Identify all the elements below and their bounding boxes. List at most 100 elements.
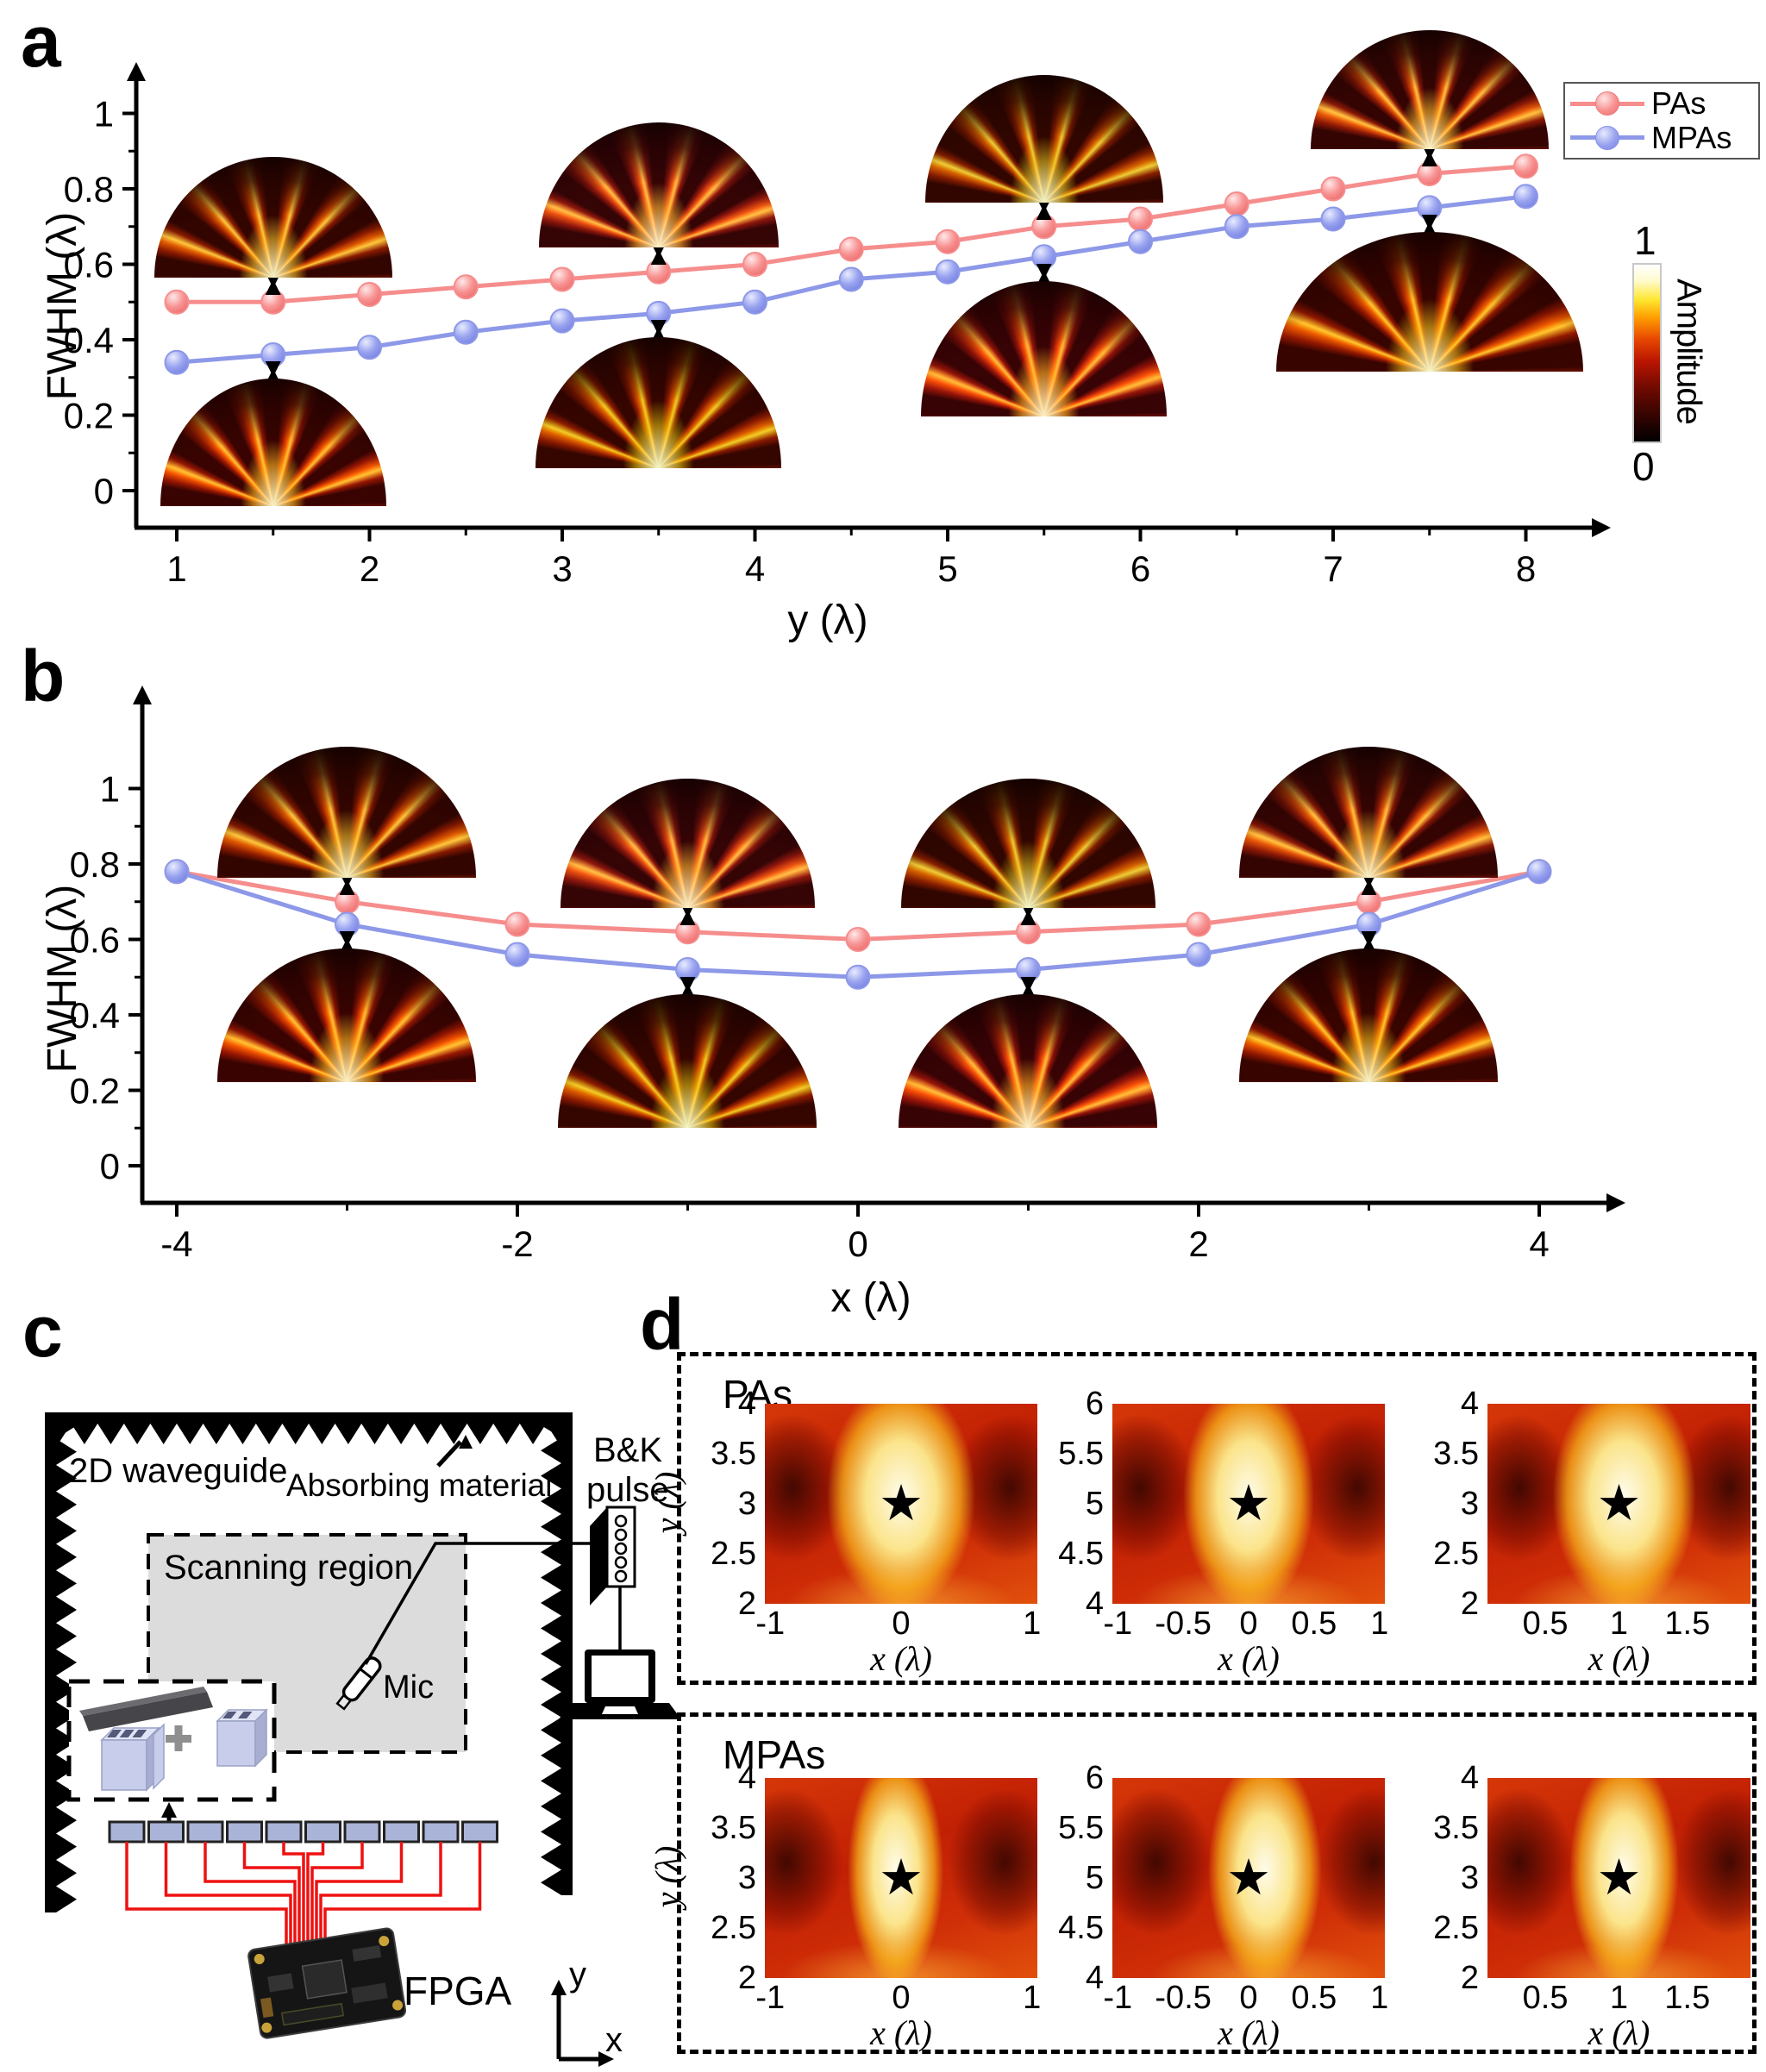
x-tick-label: -2 [501, 1224, 533, 1264]
block-slot [119, 1730, 135, 1737]
arrowhead-icon [650, 320, 667, 335]
x-tick-label: 2 [1188, 1224, 1208, 1264]
heatmap-pas-3: ★ [1487, 1404, 1750, 1604]
heatmap-y-tick: 6 [1085, 1760, 1104, 1796]
mpas-marker [845, 964, 871, 990]
mpas-marker-icon [1595, 125, 1619, 150]
mpas-marker [1320, 206, 1346, 232]
signal-wire [306, 1842, 325, 1947]
panel-c-label: c [22, 1291, 63, 1372]
pas-marker [357, 282, 382, 307]
axis-y-label: y [569, 1956, 586, 1994]
panel-b-chart: -4 -2 0 2 4 0 0.2 0.4 0.6 0.8 1 [70, 685, 1625, 1264]
panel-c-diagram [45, 1412, 681, 2067]
heatmap-y-tick: 2 [1460, 1586, 1479, 1622]
transducer [265, 1820, 303, 1844]
signal-wire [164, 1842, 292, 1947]
field-map-inset [217, 747, 476, 878]
pas-marker-icon [1595, 91, 1619, 116]
fpga-part [352, 1945, 382, 1962]
microphone-icon [335, 1656, 382, 1711]
heatmap-mpas-2: ★ [1112, 1778, 1385, 1978]
block-side [254, 1708, 267, 1768]
panel-a-xlabel: y (λ) [787, 598, 868, 643]
x-tick-label: 0 [848, 1224, 867, 1264]
mpas-marker [357, 335, 382, 360]
bk-device-port [614, 1569, 628, 1583]
fpga-display [280, 2002, 345, 2026]
heatmap-x-tick: 1 [1023, 1606, 1042, 1642]
plus-icon [166, 1725, 191, 1751]
heatmap-x-tick: 1.5 [1664, 1980, 1711, 2016]
y-tick-label: 0.2 [70, 1071, 120, 1111]
speaker-slab [153, 1723, 165, 1790]
bk-device-port [614, 1528, 628, 1542]
rect [174, 1725, 183, 1751]
heatmap-y-tick: 4 [1460, 1386, 1479, 1422]
fpga-part [351, 1982, 388, 2004]
arrowhead-icon [127, 62, 146, 81]
absorbing-border-left [45, 1412, 77, 1913]
scanning-region-label: Scanning region [164, 1549, 414, 1587]
heatmap-y-tick: 5.5 [1058, 1436, 1104, 1472]
x-tick-label: 4 [1529, 1224, 1549, 1264]
mpas-marker [1224, 214, 1249, 240]
heatmap-mpas-1: ★ [765, 1778, 1037, 1978]
heatmap-x-tick: 1 [1370, 1980, 1389, 2016]
signal-wire [282, 1842, 305, 1947]
pas-marker [453, 274, 479, 300]
transducer [461, 1820, 498, 1844]
x-tick-label: 1 [166, 548, 186, 589]
heatmap-xlabel: x (λ) [1588, 1639, 1650, 1678]
transducer [304, 1820, 341, 1844]
heatmap-x-tick: -0.5 [1155, 1606, 1212, 1642]
heatmap-y-tick: 4 [737, 1760, 756, 1796]
mpas-marker [935, 259, 961, 285]
pas-marker [935, 228, 961, 254]
signal-wire [319, 1842, 442, 1947]
mic-label: Mic [383, 1669, 435, 1706]
heatmap-x-tick: 0 [892, 1606, 911, 1642]
transducer [186, 1820, 224, 1844]
arrowhead-icon [1592, 518, 1611, 537]
panel-a-ylabel: FWHM (λ) [39, 211, 85, 401]
mpas-line-swatch [1570, 125, 1644, 150]
absorbing-border-right [541, 1412, 573, 1895]
focus-star-marker: ★ [879, 1850, 924, 1906]
pas-marker [1128, 206, 1153, 232]
arrowhead-icon [679, 977, 696, 992]
heatmap-x-tick: 0 [1239, 1606, 1258, 1642]
arrowhead-icon [265, 361, 281, 377]
heatmap-y-tick: 5 [1085, 1486, 1104, 1522]
x-tick-label: 4 [745, 548, 765, 589]
y-tick-label: 0.4 [64, 320, 114, 360]
heatmap-y-tick: 6 [1085, 1386, 1104, 1422]
bk-device-port [614, 1542, 628, 1556]
arrowhead-icon [161, 1802, 177, 1818]
mpas-marker [164, 859, 190, 885]
heatmap-pas-2: ★ [1112, 1404, 1385, 1604]
arrowhead-icon [598, 2051, 614, 2067]
bk-device-side [590, 1507, 607, 1606]
heatmap-x-tick: -1 [1103, 1980, 1133, 2016]
legend-label-pas: PAs [1651, 85, 1707, 122]
heatmap-y-tick: 3 [737, 1860, 756, 1896]
panel-b-xlabel: x (λ) [830, 1275, 911, 1321]
signal-wire [125, 1842, 288, 1947]
colorbar-min: 0 [1632, 444, 1655, 489]
x-tick-label: 6 [1130, 548, 1150, 589]
line [359, 1668, 373, 1680]
heatmap-y-tick: 4.5 [1058, 1910, 1104, 1946]
mic-cable [364, 1542, 590, 1665]
speaker-bar-dark [83, 1692, 213, 1731]
waveguide-label: 2D waveguide [69, 1452, 288, 1490]
signal-wire [310, 1842, 364, 1947]
y-tick-label: 0.6 [70, 920, 120, 961]
heatmap-y-tick: 2.5 [1433, 1910, 1479, 1946]
transducer [422, 1820, 460, 1844]
absorbing-arrow [436, 1440, 462, 1468]
mpas-marker [453, 319, 479, 345]
arrowhead-icon [1036, 264, 1052, 279]
pas-marker [1186, 911, 1212, 937]
